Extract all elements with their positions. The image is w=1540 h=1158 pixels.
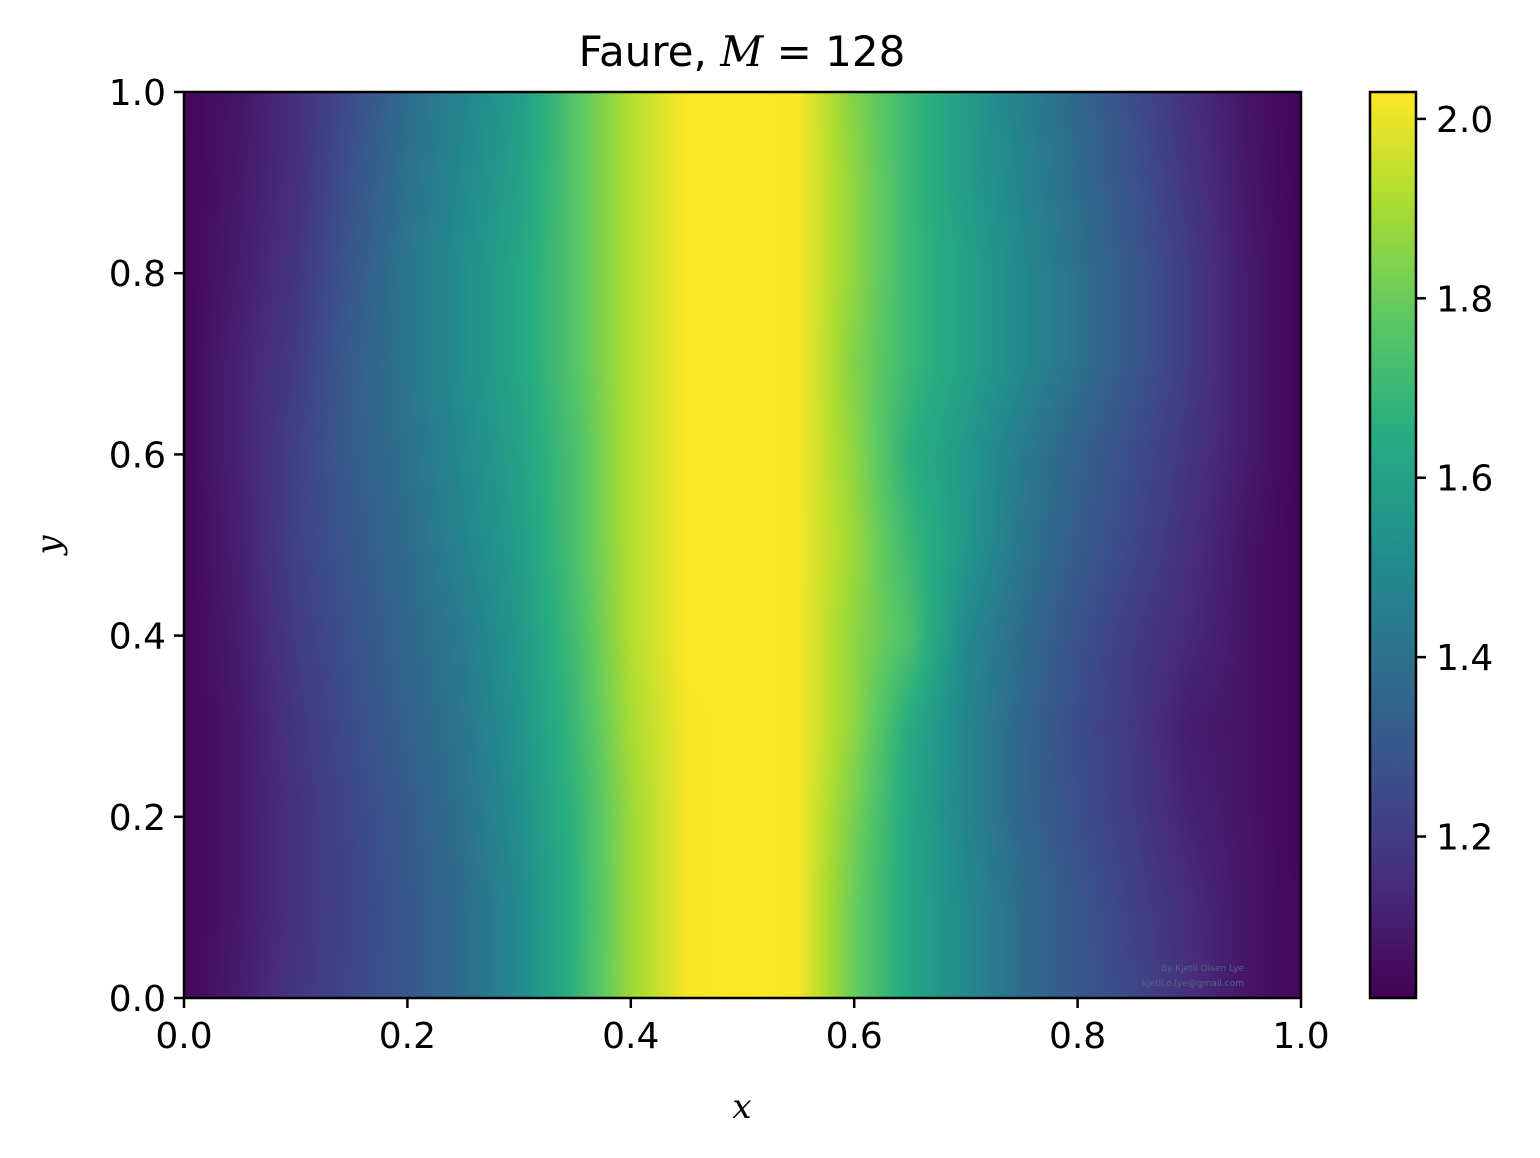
y-tick-label: 0.2 [109, 798, 166, 839]
chart-title-value: 128 [825, 27, 905, 76]
x-tick-label: 0.8 [1049, 1016, 1106, 1057]
x-tick-label: 1.0 [1272, 1016, 1329, 1057]
heatmap-area [184, 92, 1301, 998]
x-tick-label: 0.2 [379, 1016, 436, 1057]
y-axis-label: y [29, 535, 69, 557]
y-tick-label: 1.0 [109, 73, 166, 114]
colorbar-tick-label: 1.8 [1436, 279, 1493, 320]
colorbar-tick-label: 1.6 [1436, 459, 1493, 500]
colorbar-tick-label: 2.0 [1436, 100, 1493, 141]
y-tick-label: 0.0 [109, 979, 166, 1020]
colorbar-tick-label: 1.2 [1436, 818, 1493, 859]
chart-title-variable: M [719, 27, 764, 76]
chart-title-prefix: Faure, [579, 27, 721, 76]
x-tick-label: 0.6 [826, 1016, 883, 1057]
colorbar-gradient [1370, 92, 1416, 998]
y-axis: 0.0 0.2 0.4 0.6 0.8 1.0 [109, 73, 184, 1020]
y-tick-label: 0.8 [109, 254, 166, 295]
colorbar-tick-label: 1.4 [1436, 638, 1493, 679]
heatmap-image [184, 92, 1301, 998]
x-axis: 0.0 0.2 0.4 0.6 0.8 1.0 [155, 998, 1330, 1057]
x-tick-label: 0.0 [155, 1016, 212, 1057]
credit-email: kjetil.o.lye@gmail.com [1142, 979, 1244, 989]
x-tick-label: 0.4 [602, 1016, 659, 1057]
chart-title-operator: = [763, 27, 825, 76]
x-axis-label: x [732, 1087, 751, 1127]
colorbar-axis: 1.2 1.4 1.6 1.8 2.0 [1416, 100, 1493, 859]
colorbar-frame [1368, 90, 1418, 1000]
y-tick-label: 0.4 [109, 617, 166, 658]
chart-title: Faure, M = 128 [579, 27, 906, 76]
plot-frame [182, 90, 1303, 1000]
credit-name: By Kjetil Olsen Lye [1161, 964, 1245, 974]
y-tick-label: 0.6 [109, 435, 166, 476]
